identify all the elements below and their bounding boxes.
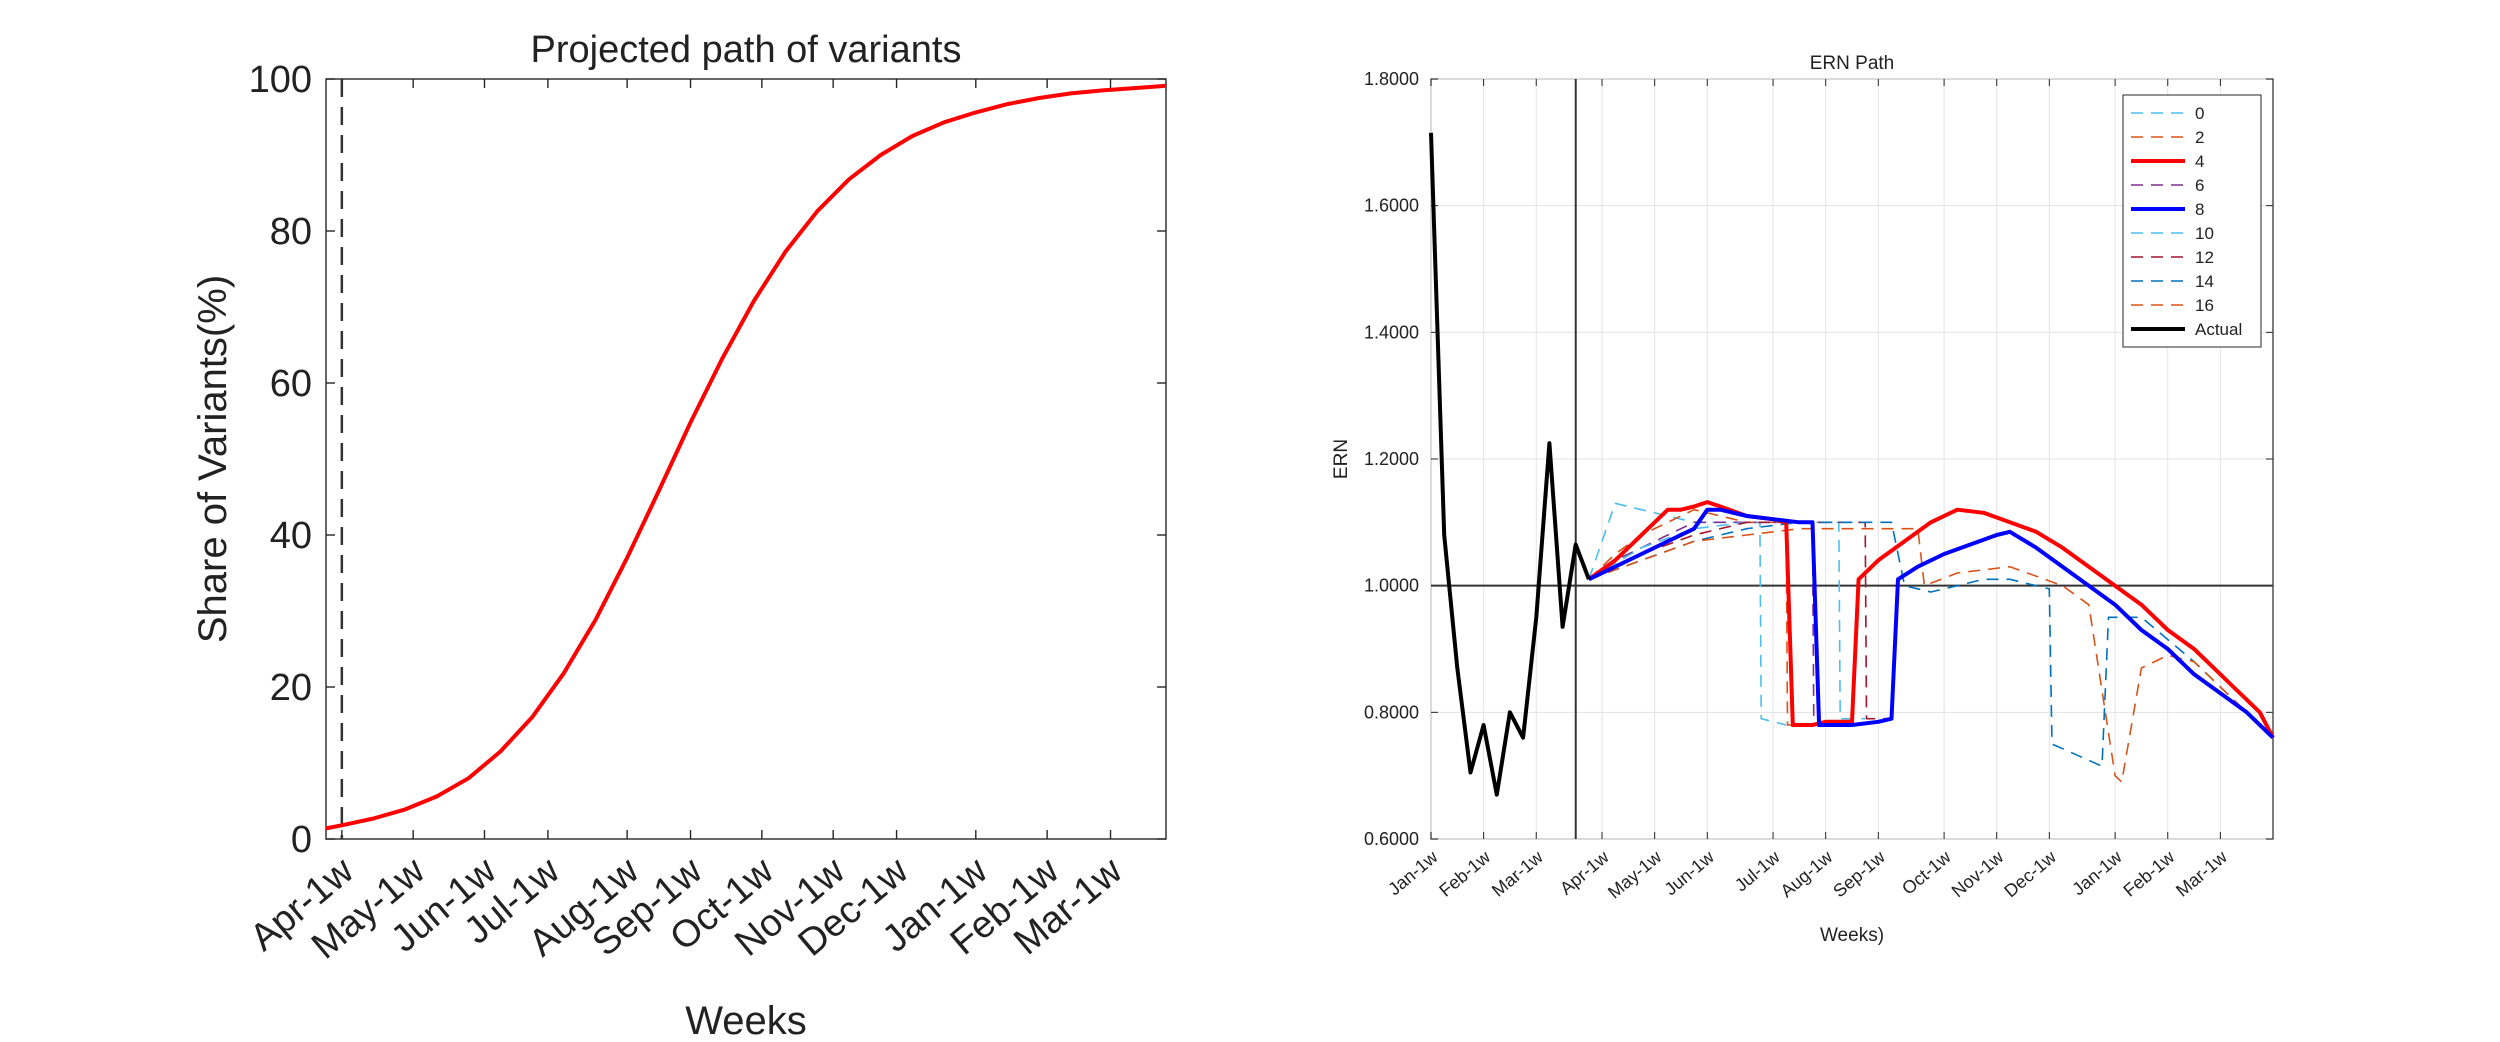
right-series-line-10 (1588, 521, 1866, 720)
left-y-tick-label: 100 (249, 59, 312, 101)
right-legend-label: 16 (2195, 296, 2214, 315)
right-series-line-8 (1588, 507, 2275, 740)
right-x-tick-label: Apr-1w (1556, 846, 1613, 899)
right-y-tick-label: 0.8000 (1364, 702, 1419, 722)
right-series (1429, 132, 2275, 797)
right-x-tick-label: Mar-1w (1488, 846, 1548, 901)
right-x-tick-label: Jul-1w (1731, 846, 1784, 895)
right-legend-label: 6 (2195, 176, 2204, 195)
left-y-tick-label: 60 (270, 363, 312, 405)
right-legend-label: 14 (2195, 272, 2214, 291)
left-y-tick-label: 40 (270, 515, 312, 557)
right-y-tick-label: 0.6000 (1364, 829, 1419, 849)
right-x-tick-label: Mar-1w (2172, 846, 2232, 901)
right-y-tick-label: 1.8000 (1364, 69, 1419, 89)
left-plot-area (325, 78, 1167, 840)
right-x-tick-label: Jun-1w (1661, 846, 1719, 899)
right-y-ticks: 0.6000 0.8000 1.0000 1.2000 1.4000 1.6000 1.80… (1364, 69, 2273, 849)
right-series-line-4 (1587, 500, 2275, 739)
right-x-tick-label: Feb-1w (1435, 846, 1495, 901)
right-x-tick-label: Jan-1w (1384, 846, 1442, 899)
left-y-axis-label: Share of Variants(%) (191, 275, 235, 643)
right-legend-box (2122, 94, 2262, 348)
right-x-tick-label: Jan-1w (2068, 846, 2126, 899)
right-legend: 0 2 4 6 8 10 12 14 16 Actual (2122, 94, 2262, 348)
right-x-tick-label: Aug-1w (1777, 846, 1837, 901)
right-x-tick-label: Oct-1w (1898, 846, 1955, 899)
right-legend-label: 8 (2195, 200, 2204, 219)
right-y-tick-label: 1.6000 (1364, 196, 1419, 216)
left-chart-title: Projected path of variants (531, 29, 962, 71)
right-x-tick-label: Sep-1w (1829, 846, 1889, 901)
right-x-tick-label: Feb-1w (2119, 846, 2179, 901)
right-legend-label: Actual (2195, 320, 2242, 339)
right-series-line-16 (1588, 527, 2274, 783)
left-series-line (325, 83, 1167, 831)
left-y-ticks: 0 20 40 60 80 100 (249, 59, 1166, 861)
left-y-tick-label: 20 (270, 667, 312, 709)
right-series-line-0 (1588, 502, 1787, 726)
right-chart: ERN Path Weeks) ERN 0.6000 0.8000 1.0000 1.… (1331, 53, 2275, 946)
right-series-line-actual (1429, 132, 1591, 797)
left-y-tick-label: 0 (291, 819, 312, 861)
left-chart: Projected path of variants Weeks Share o… (191, 29, 1167, 1042)
left-x-axis-label: Weeks (685, 999, 807, 1042)
right-y-axis-label: ERN (1331, 439, 1352, 479)
right-chart-title: ERN Path (1810, 53, 1894, 74)
right-legend-label: 10 (2195, 224, 2214, 243)
right-legend-label: 12 (2195, 248, 2214, 267)
right-x-axis-label: Weeks) (1820, 925, 1884, 946)
right-y-tick-label: 1.4000 (1364, 322, 1419, 342)
right-legend-label: 0 (2195, 104, 2204, 123)
right-legend-label: 4 (2195, 152, 2204, 171)
right-legend-label: 2 (2195, 128, 2204, 147)
right-y-tick-label: 1.2000 (1364, 449, 1419, 469)
left-y-tick-label: 80 (270, 211, 312, 253)
left-series (325, 79, 1167, 839)
right-x-tick-label: May-1w (1604, 846, 1666, 902)
right-reference-lines (1431, 79, 2273, 839)
right-y-tick-label: 1.0000 (1364, 576, 1419, 596)
right-x-tick-label: Dec-1w (2000, 846, 2060, 901)
right-x-tick-label: Nov-1w (1948, 846, 2008, 901)
